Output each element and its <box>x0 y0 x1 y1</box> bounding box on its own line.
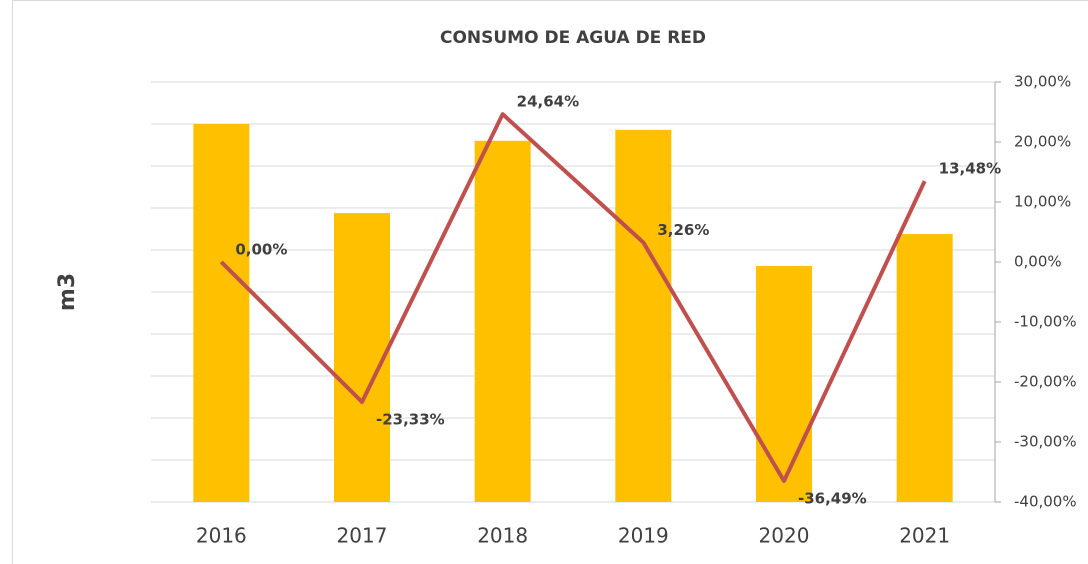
bar <box>615 129 672 502</box>
bar <box>193 124 250 502</box>
data-label: 3,26% <box>657 221 709 239</box>
y-axis-label: m3 <box>55 273 80 311</box>
x-tick-label: 2021 <box>899 524 950 548</box>
chart-title: CONSUMO DE AGUA DE RED <box>440 28 706 48</box>
y2-tick-label: 20,00% <box>1014 133 1071 151</box>
x-tick-label: 2017 <box>337 524 388 548</box>
line <box>219 112 927 483</box>
y2-tick-label: -20,00% <box>1014 373 1077 391</box>
x-tick-label: 2018 <box>477 524 528 548</box>
x-tick-label: 2020 <box>759 524 810 548</box>
y2-tick-label: 30,00% <box>1014 73 1071 91</box>
x-tick-label: 2016 <box>196 524 247 548</box>
bar <box>896 234 953 503</box>
data-label: 24,64% <box>517 93 579 111</box>
bar <box>334 213 390 503</box>
data-label: -23,33% <box>376 410 445 428</box>
y2-tick-label: 10,00% <box>1014 193 1071 211</box>
bar <box>474 140 531 503</box>
y2-tick-label: -10,00% <box>1014 313 1077 331</box>
y2-tick-label: -40,00% <box>1014 493 1077 511</box>
data-label: -36,49% <box>798 489 867 507</box>
bar <box>756 265 812 502</box>
data-label: 13,48% <box>939 160 1001 178</box>
data-label: 0,00% <box>235 241 287 259</box>
y2-tick-label: 0,00% <box>1014 253 1062 271</box>
y2-tick-label: -30,00% <box>1014 433 1077 451</box>
x-tick-label: 2019 <box>618 524 669 548</box>
